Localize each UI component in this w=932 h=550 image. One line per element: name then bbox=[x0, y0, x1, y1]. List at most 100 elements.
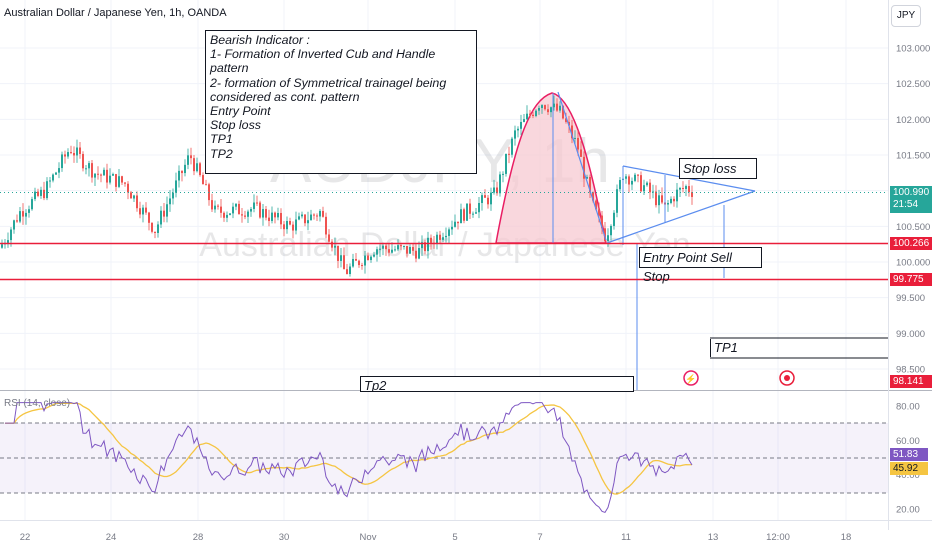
triangle-lower-line[interactable] bbox=[606, 190, 756, 244]
candle-body bbox=[184, 164, 186, 174]
candle-body bbox=[268, 217, 270, 221]
note-line: 1- Formation of Inverted Cub and Handle bbox=[210, 47, 436, 62]
candle-body bbox=[346, 269, 348, 275]
candle-body bbox=[607, 235, 609, 242]
stop-loss-note[interactable]: Stop loss bbox=[679, 158, 757, 179]
candle-body bbox=[298, 216, 300, 220]
tp2-note[interactable]: Tp2 bbox=[360, 376, 634, 392]
time-axis[interactable]: 22 24 28 30 Nov 5 7 11 13 12:00 18 bbox=[20, 532, 852, 543]
rsi-label[interactable]: RSI (14, close) bbox=[4, 398, 71, 409]
candle-body bbox=[544, 105, 546, 110]
time-tick-label: 22 bbox=[20, 532, 31, 543]
entry-point-note[interactable]: Entry Point Sell Stop bbox=[639, 247, 762, 284]
rsi-tick-label: 20.00 bbox=[896, 505, 920, 516]
note-line: pattern bbox=[210, 61, 249, 76]
inverted-cup-shape[interactable] bbox=[495, 92, 607, 244]
candle-body bbox=[424, 242, 426, 252]
note-line: Stop loss bbox=[210, 118, 261, 133]
candle-body bbox=[367, 255, 369, 261]
rsi-axis[interactable]: 80.00 60.00 40.00 20.00 bbox=[896, 402, 920, 516]
candle-body bbox=[355, 258, 357, 261]
candle-body bbox=[358, 260, 360, 266]
rsi-line bbox=[5, 401, 693, 514]
candle-body bbox=[1, 244, 3, 248]
candle-body bbox=[145, 207, 147, 213]
candle-body bbox=[292, 224, 294, 231]
candle-body bbox=[226, 214, 228, 218]
candle-body bbox=[88, 163, 90, 169]
rsi-value-tag: 51.83 bbox=[890, 448, 928, 461]
symbol-title[interactable]: Australian Dollar / Japanese Yen, 1h, OA… bbox=[4, 7, 227, 19]
candle-body bbox=[535, 110, 537, 117]
time-tick-label: 30 bbox=[279, 532, 290, 543]
candle-body bbox=[316, 215, 318, 217]
candle-body bbox=[187, 155, 189, 165]
candle-body bbox=[265, 209, 267, 218]
candle-body bbox=[517, 128, 519, 131]
candle-body bbox=[457, 221, 459, 224]
candle-body bbox=[103, 169, 105, 176]
candle-body bbox=[595, 200, 597, 210]
candle-body bbox=[97, 173, 99, 175]
candle-body bbox=[685, 186, 687, 189]
price-tick-label: 99.000 bbox=[896, 329, 925, 340]
candle-body bbox=[364, 255, 366, 266]
candle-body bbox=[112, 174, 114, 176]
candle-body bbox=[610, 225, 612, 236]
candle-body bbox=[475, 212, 477, 214]
price-axis[interactable]: 103.000102.500102.000101.500101.000100.5… bbox=[896, 44, 930, 376]
candle-body bbox=[436, 234, 438, 244]
candle-body bbox=[484, 195, 486, 198]
target-event-icon[interactable] bbox=[779, 370, 795, 386]
candle-body bbox=[136, 195, 138, 209]
price-tick-label: 100.000 bbox=[896, 258, 930, 269]
candle-body bbox=[481, 195, 483, 204]
candle-body bbox=[655, 191, 657, 206]
entry-level-tag: 100.266 bbox=[890, 237, 932, 250]
candle-body bbox=[580, 149, 582, 157]
candle-body bbox=[589, 176, 591, 193]
candle-body bbox=[643, 185, 645, 192]
candle-body bbox=[376, 249, 378, 255]
candle-body bbox=[538, 108, 540, 111]
cup-right-trendline[interactable] bbox=[557, 91, 607, 241]
candle-body bbox=[322, 210, 324, 217]
candle-body bbox=[418, 248, 420, 259]
candle-body bbox=[118, 176, 120, 187]
candle-body bbox=[547, 109, 549, 113]
candle-body bbox=[406, 245, 408, 254]
candle-body bbox=[133, 195, 135, 199]
bearish-indicator-note[interactable]: Bearish Indicator : 1- Formation of Inve… bbox=[205, 30, 477, 174]
candle-body bbox=[73, 152, 75, 156]
candle-body bbox=[448, 229, 450, 236]
candle-body bbox=[205, 184, 207, 186]
price-tick-label: 98.500 bbox=[896, 365, 925, 376]
candle-body bbox=[676, 189, 678, 202]
price-tick-label: 102.500 bbox=[896, 79, 930, 90]
candle-body bbox=[454, 221, 456, 227]
candle-body bbox=[217, 205, 219, 207]
note-line: Bearish Indicator : bbox=[210, 33, 310, 47]
candle-body bbox=[490, 192, 492, 205]
candle-body bbox=[502, 173, 504, 175]
price-tick-label: 102.000 bbox=[896, 115, 930, 126]
candle-body bbox=[328, 234, 330, 242]
candle-body bbox=[466, 203, 468, 221]
tp2-label: Tp2 bbox=[364, 378, 387, 392]
candle-body bbox=[559, 105, 561, 111]
flash-event-icon[interactable]: ⚡ bbox=[683, 370, 699, 386]
candle-body bbox=[139, 208, 141, 215]
candle-body bbox=[550, 107, 552, 113]
candle-body bbox=[313, 214, 315, 216]
candle-body bbox=[571, 125, 573, 139]
candle-body bbox=[541, 105, 543, 109]
candle-body bbox=[487, 197, 489, 205]
candle-body bbox=[223, 212, 225, 218]
currency-button[interactable]: JPY bbox=[891, 5, 921, 27]
candle-body bbox=[319, 210, 321, 217]
candle-body bbox=[157, 224, 159, 233]
candle-body bbox=[229, 213, 231, 215]
candle-body bbox=[85, 168, 87, 170]
tp1-note[interactable]: TP1 bbox=[710, 339, 891, 357]
